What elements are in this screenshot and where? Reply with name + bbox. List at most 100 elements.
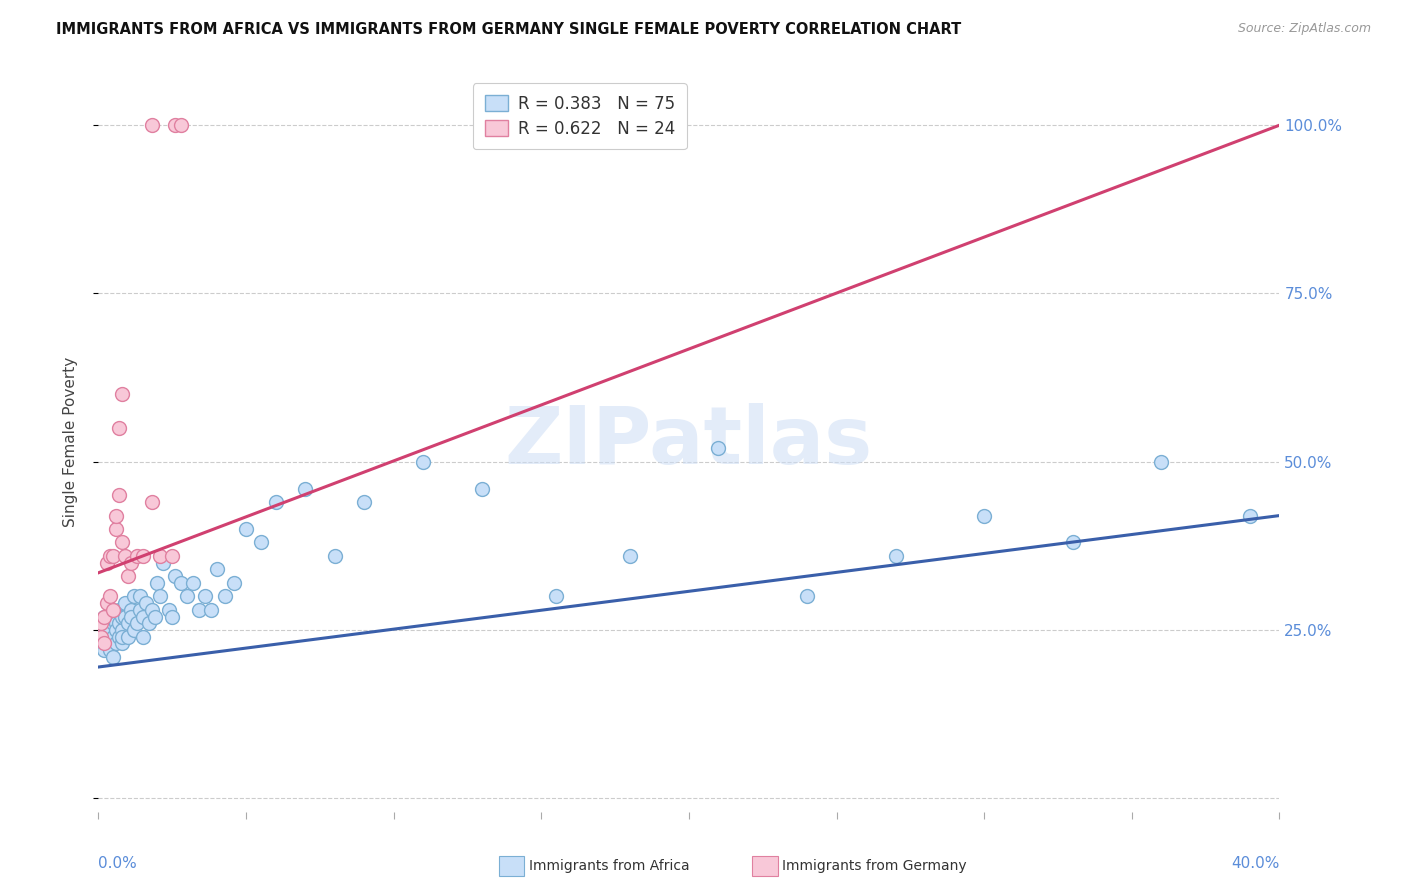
Point [108, 616, 131, 631]
Point [120, 609, 142, 624]
Point [98, 590, 121, 604]
Point [471, 482, 494, 496]
Point [117, 569, 139, 583]
Point [141, 118, 163, 132]
Point [105, 636, 128, 650]
Point [98, 623, 121, 637]
Point [111, 623, 134, 637]
Point [176, 590, 198, 604]
Point [98, 616, 121, 631]
Point [323, 549, 346, 563]
Point [157, 603, 180, 617]
Point [138, 616, 160, 631]
Point [111, 609, 134, 624]
Point [149, 590, 172, 604]
Point [132, 549, 155, 563]
Point [114, 596, 136, 610]
Point [120, 603, 142, 617]
Point [93, 609, 115, 624]
Point [125, 549, 148, 563]
Point [111, 636, 134, 650]
Point [162, 609, 183, 624]
Point [214, 590, 236, 604]
Point [141, 603, 163, 617]
Point [103, 603, 125, 617]
Point [108, 488, 131, 502]
Point [200, 603, 222, 617]
Point [125, 616, 148, 631]
Point [96, 609, 118, 624]
Point [143, 609, 166, 624]
Point [103, 649, 125, 664]
Point [141, 495, 163, 509]
Point [170, 118, 193, 132]
Point [165, 118, 187, 132]
Point [205, 562, 228, 576]
Point [96, 596, 118, 610]
Point [796, 590, 818, 604]
Point [1062, 535, 1084, 549]
Point [120, 556, 142, 570]
Point [103, 630, 125, 644]
Point [250, 535, 273, 549]
Point [165, 569, 187, 583]
Text: 0.0%: 0.0% [98, 856, 138, 871]
Point [90, 616, 112, 631]
Text: IMMIGRANTS FROM AFRICA VS IMMIGRANTS FROM GERMANY SINGLE FEMALE POVERTY CORRELAT: IMMIGRANTS FROM AFRICA VS IMMIGRANTS FRO… [56, 22, 962, 37]
Point [96, 623, 118, 637]
Point [128, 590, 150, 604]
Point [224, 575, 246, 590]
Point [707, 442, 730, 456]
Legend: R = 0.383   N = 75, R = 0.622   N = 24: R = 0.383 N = 75, R = 0.622 N = 24 [472, 83, 686, 149]
Point [103, 549, 125, 563]
Point [235, 522, 257, 536]
Point [96, 636, 118, 650]
Point [111, 630, 134, 644]
Point [187, 603, 209, 617]
Point [146, 575, 169, 590]
Point [619, 549, 641, 563]
Point [194, 590, 217, 604]
Point [108, 421, 131, 435]
Point [105, 508, 128, 523]
Y-axis label: Single Female Poverty: Single Female Poverty [63, 357, 77, 526]
Point [105, 522, 128, 536]
Point [96, 556, 118, 570]
Point [93, 623, 115, 637]
Point [90, 630, 112, 644]
Point [117, 630, 139, 644]
Point [1239, 508, 1261, 523]
Point [128, 603, 150, 617]
Point [1150, 455, 1173, 469]
Point [149, 549, 172, 563]
Point [122, 623, 145, 637]
Point [412, 455, 434, 469]
Point [884, 549, 907, 563]
Point [111, 387, 134, 401]
Point [546, 590, 568, 604]
Point [114, 609, 136, 624]
Point [98, 549, 121, 563]
Point [132, 630, 155, 644]
Point [353, 495, 375, 509]
Point [108, 630, 131, 644]
Text: ZIPatlas: ZIPatlas [505, 402, 873, 481]
Point [93, 609, 115, 624]
Point [93, 636, 115, 650]
Text: Source: ZipAtlas.com: Source: ZipAtlas.com [1237, 22, 1371, 36]
Point [132, 609, 155, 624]
Point [973, 508, 995, 523]
Point [103, 616, 125, 631]
Point [108, 603, 131, 617]
Point [170, 575, 193, 590]
Point [103, 603, 125, 617]
Point [111, 535, 134, 549]
Point [93, 643, 115, 657]
Text: Immigrants from Africa: Immigrants from Africa [529, 859, 689, 873]
Point [152, 556, 174, 570]
Point [135, 596, 157, 610]
Point [162, 549, 183, 563]
Point [105, 623, 128, 637]
Point [98, 643, 121, 657]
Point [114, 549, 136, 563]
